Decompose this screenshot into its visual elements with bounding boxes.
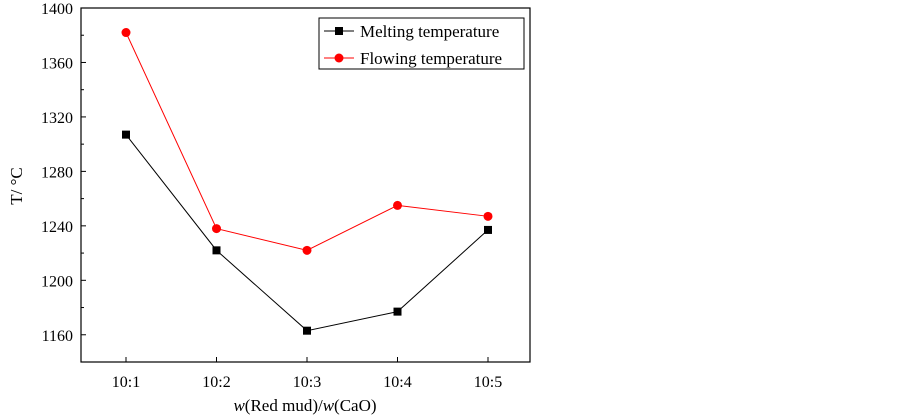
x-tick-label: 10:3 [293,374,321,391]
plot-frame [80,7,531,363]
data-point-circle [121,28,131,38]
legend-label-flowing: Flowing temperature [360,49,502,68]
y-tick-label: 1160 [42,328,73,345]
y-axis-label: T/ °C [7,167,26,205]
series-line-0 [125,134,489,332]
data-point-square [303,326,311,335]
y-tick-label: 1200 [41,273,73,290]
data-point-square [484,225,492,234]
y-axis: 1160 1200 1240 1280 1320 1360 1400 [41,1,86,363]
data-point-circle [393,200,402,210]
series-layer [121,28,493,335]
legend: Melting temperature Flowing temperature [318,17,525,70]
legend-marker-circle-icon [334,53,344,63]
legend-box [318,17,525,70]
x-axis: 10:1 10:2 10:3 10:4 10:5 [112,357,502,391]
y-tick-label: 1320 [41,110,73,127]
y-tick-label: 1360 [41,55,73,72]
data-point-square [122,130,130,139]
y-tick-label: 1400 [41,1,73,18]
x-axis-label: w(Red mud)/w(CaO) [233,396,376,415]
x-tick-label: 10:1 [112,374,140,391]
y-tick-label: 1240 [41,219,73,236]
data-point-square [212,246,221,255]
x-tick-label: 10:5 [474,374,502,391]
legend-marker-square-icon [335,27,343,35]
data-point-circle [212,224,221,234]
legend-label-melting: Melting temperature [360,22,499,41]
x-tick-label: 10:4 [383,374,411,391]
y-tick-label: 1280 [41,164,73,181]
data-point-square [393,307,402,316]
data-point-circle [302,245,312,255]
data-point-circle [483,211,493,221]
x-tick-label: 10:2 [202,374,230,391]
